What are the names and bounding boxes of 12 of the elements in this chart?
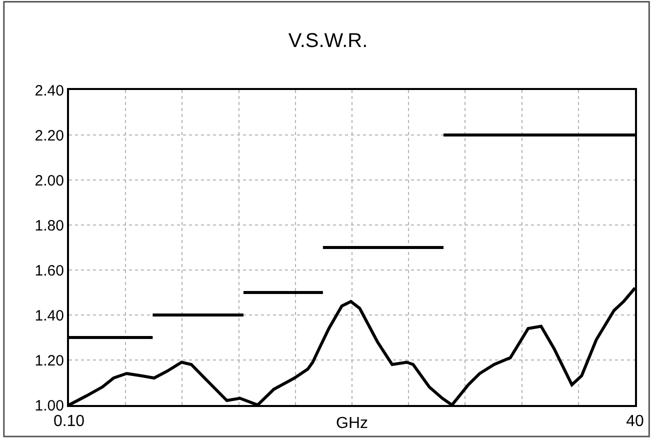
x-axis-title: GHz <box>336 415 368 432</box>
y-tick-label: 2.00 <box>34 172 64 190</box>
y-tick-label: 1.00 <box>34 397 64 414</box>
y-tick-label: 1.20 <box>34 352 64 370</box>
y-tick-label: 2.40 <box>34 82 64 100</box>
chart-title: V.S.W.R. <box>288 30 368 52</box>
y-tick-label: 1.40 <box>34 307 64 324</box>
y-tick-label: 2.20 <box>34 127 64 144</box>
x-tick-label: 0.10 <box>53 413 85 430</box>
y-tick-label: 1.80 <box>34 217 64 234</box>
y-tick-label: 1.60 <box>34 262 64 280</box>
x-tick-label: 40 <box>626 413 644 430</box>
